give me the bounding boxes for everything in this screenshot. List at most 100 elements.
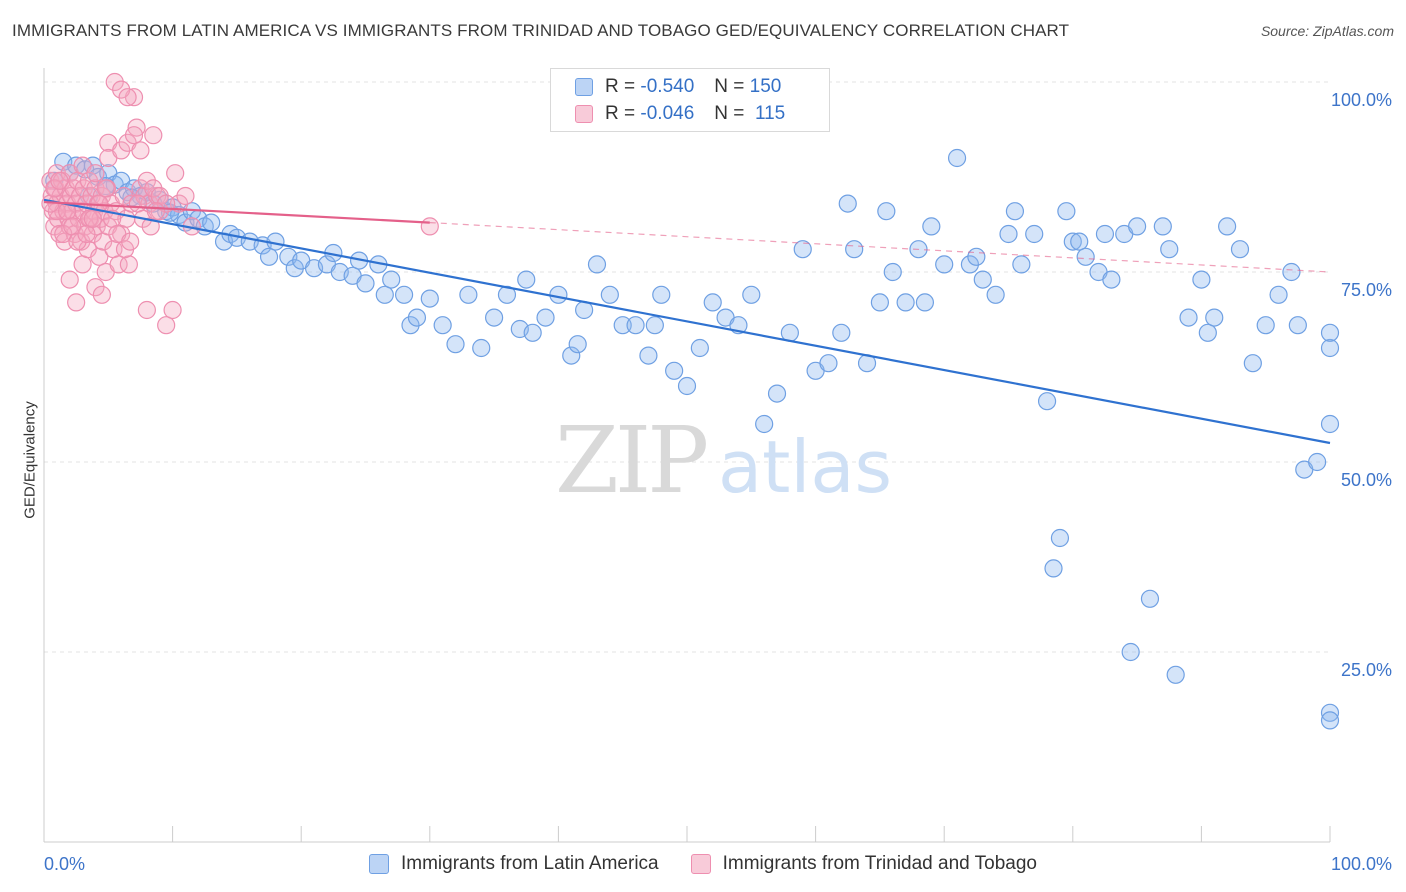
data-point bbox=[1063, 232, 1082, 251]
series-latin-america-points bbox=[45, 148, 1340, 730]
data-point bbox=[1288, 316, 1307, 335]
series-legend: Immigrants from Latin America Immigrants… bbox=[0, 850, 1406, 878]
data-point bbox=[1005, 202, 1025, 221]
data-point bbox=[375, 285, 394, 304]
data-point bbox=[50, 171, 69, 190]
data-point bbox=[1127, 217, 1147, 236]
data-point bbox=[86, 164, 105, 183]
watermark-atlas: atlas bbox=[718, 425, 892, 509]
data-point bbox=[92, 285, 111, 304]
data-point bbox=[1320, 414, 1340, 434]
data-point bbox=[1044, 559, 1063, 578]
data-point bbox=[793, 240, 812, 259]
data-point bbox=[382, 270, 401, 289]
data-point bbox=[1121, 642, 1140, 662]
data-point bbox=[446, 335, 465, 354]
data-point bbox=[407, 308, 427, 327]
data-point bbox=[112, 80, 131, 99]
data-point bbox=[1012, 255, 1031, 274]
data-point bbox=[176, 186, 195, 206]
legend-swatch-blue bbox=[575, 78, 593, 96]
data-point bbox=[645, 316, 664, 335]
correlation-legend: R = -0.540 N = 150 R = -0.046 N = 115 bbox=[550, 68, 830, 132]
data-point bbox=[838, 194, 857, 213]
y-tick-label: 25.0% bbox=[1341, 660, 1392, 680]
data-point bbox=[1050, 528, 1070, 548]
data-point bbox=[755, 414, 774, 434]
data-point bbox=[356, 274, 375, 293]
data-point bbox=[703, 293, 722, 312]
data-point bbox=[119, 255, 138, 274]
r-label: R = bbox=[605, 76, 636, 97]
data-point bbox=[915, 293, 935, 312]
data-point bbox=[1102, 270, 1121, 289]
watermark: ZIP atlas bbox=[555, 407, 892, 514]
data-point bbox=[285, 259, 304, 278]
data-point bbox=[819, 354, 838, 373]
data-point bbox=[112, 141, 131, 160]
data-point bbox=[562, 346, 581, 365]
r-value: -0.540 bbox=[640, 76, 695, 97]
data-point bbox=[935, 255, 954, 274]
data-point bbox=[549, 285, 568, 304]
data-point bbox=[109, 255, 128, 274]
data-point bbox=[1205, 308, 1224, 327]
data-point bbox=[947, 148, 967, 168]
data-point bbox=[896, 293, 915, 312]
data-point bbox=[1320, 703, 1340, 722]
data-point bbox=[832, 323, 851, 342]
n-value: 150 bbox=[749, 76, 782, 97]
data-point bbox=[124, 126, 144, 145]
data-point bbox=[420, 217, 439, 236]
legend-swatch-pink bbox=[575, 105, 593, 123]
data-point bbox=[523, 323, 542, 342]
data-point bbox=[73, 255, 92, 274]
data-point bbox=[150, 186, 169, 206]
x-tick-label-max: 100.0% bbox=[1331, 854, 1392, 874]
data-point bbox=[677, 376, 697, 396]
data-point bbox=[973, 270, 992, 289]
data-point bbox=[169, 194, 189, 213]
data-point bbox=[652, 285, 671, 304]
data-point bbox=[67, 293, 86, 312]
n-label: N = bbox=[714, 76, 745, 97]
data-point bbox=[536, 308, 555, 327]
data-point bbox=[1192, 270, 1211, 289]
data-point bbox=[128, 194, 147, 213]
data-point bbox=[144, 179, 163, 198]
y-tick-label: 50.0% bbox=[1341, 470, 1392, 490]
y-tick-label: 100.0% bbox=[1331, 90, 1392, 110]
data-point bbox=[1198, 323, 1217, 342]
data-point bbox=[166, 164, 185, 183]
data-point bbox=[613, 316, 632, 335]
data-point bbox=[877, 202, 896, 221]
data-point bbox=[742, 285, 761, 304]
data-point bbox=[1037, 392, 1057, 411]
data-point bbox=[1140, 589, 1160, 608]
data-point bbox=[587, 255, 607, 274]
data-point bbox=[1095, 224, 1115, 244]
legend-swatch-blue bbox=[368, 854, 389, 874]
chart-title: IMMIGRANTS FROM LATIN AMERICA VS IMMIGRA… bbox=[12, 21, 1070, 40]
data-point bbox=[472, 338, 491, 358]
legend-item-latin-america: Immigrants from Latin America bbox=[368, 853, 659, 875]
data-point bbox=[137, 300, 156, 320]
data-point bbox=[690, 338, 709, 358]
data-point bbox=[420, 289, 439, 308]
data-point bbox=[146, 202, 165, 221]
legend-row-latin-america: R = -0.540 N = 150 bbox=[575, 74, 781, 100]
data-point bbox=[1057, 202, 1076, 221]
r-label: R = bbox=[605, 103, 636, 124]
data-point bbox=[60, 270, 79, 289]
data-point bbox=[1308, 452, 1327, 472]
data-point bbox=[967, 247, 986, 266]
data-point bbox=[1282, 262, 1301, 282]
data-point bbox=[1230, 240, 1250, 259]
data-point bbox=[202, 213, 221, 232]
data-point bbox=[517, 270, 536, 289]
trend-extension-1 bbox=[429, 222, 1331, 273]
source-label: Source: ZipAtlas.com bbox=[1260, 23, 1394, 39]
data-point bbox=[118, 88, 137, 107]
axes bbox=[43, 68, 1331, 843]
